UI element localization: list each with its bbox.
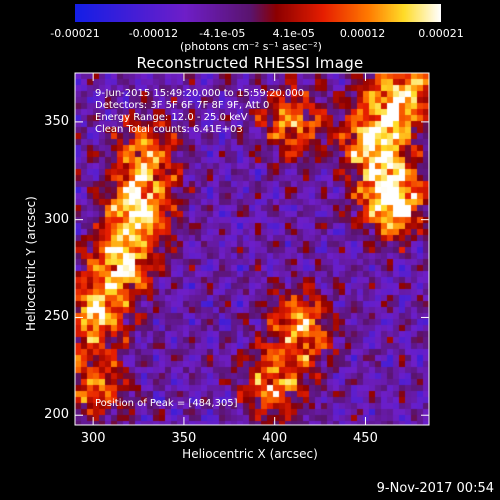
x-tick-label: 400 — [262, 431, 288, 446]
colorbar — [75, 4, 441, 22]
colorbar-tick-label: -0.00021 — [50, 27, 100, 40]
y-tick-label: 350 — [44, 113, 69, 129]
x-axis-label: Heliocentric X (arcsec) — [182, 447, 318, 461]
x-tick-label: 450 — [353, 431, 378, 446]
peak-annotation: Position of Peak = [484,305] — [95, 398, 238, 409]
colorbar-tick-label: 0.00012 — [339, 27, 386, 40]
heatmap-image — [75, 73, 429, 425]
colorbar-tick-label: 0.00021 — [418, 27, 464, 40]
timestamp: 9-Nov-2017 00:54 — [376, 481, 494, 496]
y-tick-label: 200 — [44, 407, 69, 423]
x-tick-label: 300 — [80, 431, 106, 446]
chart-title: Reconstructed RHESSI Image — [136, 54, 364, 72]
clean-annotation: Clean Total counts: 6.41E+03 — [95, 124, 243, 135]
colorbar-units: (photons cm⁻² s⁻¹ asec⁻²) — [180, 40, 322, 53]
time-range-annotation: 9-Jun-2015 15:49:20.000 to 15:59:20.000 — [95, 88, 305, 99]
detectors-annotation: Detectors: 3F 5F 6F 7F 8F 9F, Att 0 — [95, 100, 270, 111]
colorbar-tick-label: 4.1e-05 — [272, 27, 315, 40]
y-axis-label: Heliocentric Y (arcsec) — [24, 196, 38, 331]
energy-annotation: Energy Range: 12.0 - 25.0 keV — [95, 112, 248, 123]
colorbar-tick-label: -0.00012 — [128, 27, 179, 40]
y-tick-label: 250 — [44, 309, 69, 325]
y-tick-label: 300 — [44, 211, 69, 227]
colorbar-tick-label: -4.1e-05 — [199, 27, 246, 40]
x-tick-label: 350 — [171, 431, 197, 446]
